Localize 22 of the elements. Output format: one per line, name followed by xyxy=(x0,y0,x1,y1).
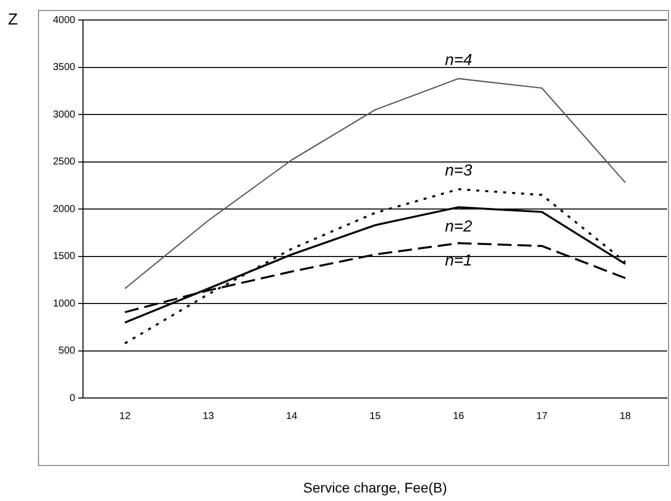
x-axis-title: Service charge, Fee(B) xyxy=(303,479,448,496)
y-tick-label: 4000 xyxy=(52,14,76,26)
y-tick-label: 0 xyxy=(70,392,76,404)
y-tick-label: 500 xyxy=(58,346,76,357)
y-axis-title: Z xyxy=(8,11,18,28)
series-label: n=1 xyxy=(444,252,472,270)
x-tick-label: 18 xyxy=(620,410,632,422)
x-tick-label: 13 xyxy=(202,410,214,422)
x-tick-label: 16 xyxy=(452,410,465,422)
y-tick-label: 1000 xyxy=(52,298,76,310)
x-tick-label: 17 xyxy=(536,410,548,422)
y-tick-label: 2000 xyxy=(52,204,76,215)
y-tick-label: 1500 xyxy=(52,251,76,262)
x-tick-label: 15 xyxy=(370,410,382,422)
series-label: n=3 xyxy=(444,162,472,180)
x-tick-label: 14 xyxy=(286,410,298,422)
series-label: n=2 xyxy=(444,218,472,236)
series-label: n=4 xyxy=(444,52,472,70)
y-tick-label: 3000 xyxy=(52,109,76,120)
x-tick-label: 12 xyxy=(119,410,131,422)
y-tick-label: 3500 xyxy=(52,62,76,74)
y-tick-label: 2500 xyxy=(52,156,76,168)
